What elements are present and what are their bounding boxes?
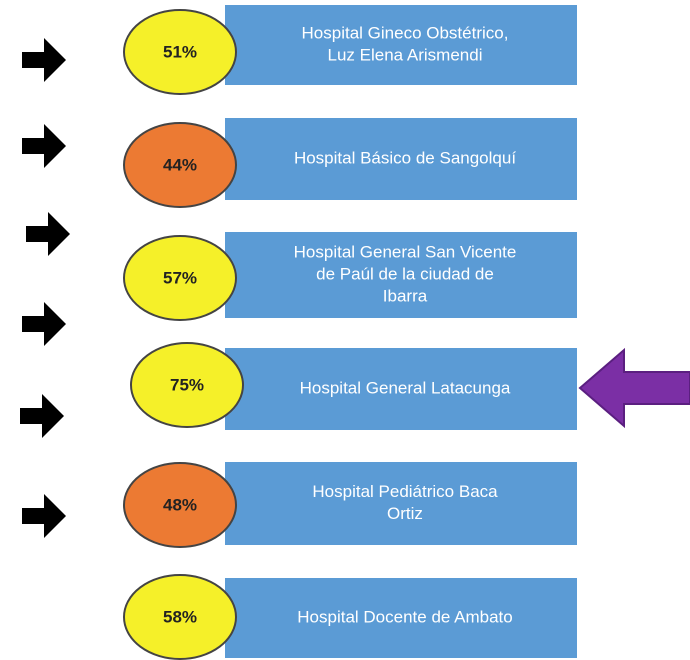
highlight-arrow bbox=[578, 347, 690, 429]
label-box bbox=[225, 348, 577, 430]
percent-circle bbox=[130, 342, 244, 428]
item: 48% Hospital Pediátrico Baca Ortiz bbox=[123, 462, 577, 548]
item: 57% Hospital General San Vicente de Paúl d… bbox=[123, 232, 577, 321]
arrow bbox=[22, 124, 66, 168]
percent: 75% bbox=[170, 375, 204, 394]
percent: 58% bbox=[163, 607, 197, 626]
arrow bbox=[20, 394, 64, 438]
label-box bbox=[225, 462, 577, 545]
arrow bbox=[22, 302, 66, 346]
percent-circle bbox=[123, 574, 237, 660]
percent: 51% bbox=[163, 42, 197, 61]
label-box bbox=[225, 232, 577, 318]
label: de Paúl de la ciudad de bbox=[316, 264, 494, 283]
arrow bbox=[22, 38, 66, 82]
arrow bbox=[26, 212, 70, 256]
label: Hospital Gineco Obstétrico, bbox=[302, 23, 509, 42]
item: 58% Hospital Docente de Ambato bbox=[123, 574, 577, 660]
label: Hospital General San Vicente bbox=[294, 242, 517, 261]
percent-circle bbox=[123, 235, 237, 321]
label: Luz Elena Arismendi bbox=[328, 45, 483, 64]
label: Hospital Pediátrico Baca bbox=[312, 482, 498, 501]
label-box bbox=[225, 118, 577, 200]
label: Hospital Básico de Sangolquí bbox=[294, 148, 516, 167]
label: Hospital General Latacunga bbox=[300, 378, 511, 397]
percent-circle bbox=[123, 122, 237, 208]
label: Ibarra bbox=[383, 286, 428, 305]
item: 51% Hospital Gineco Obstétrico, Luz Elena … bbox=[123, 5, 577, 95]
percent: 48% bbox=[163, 495, 197, 514]
label-box bbox=[225, 578, 577, 658]
left-arrows bbox=[20, 38, 70, 538]
percent: 57% bbox=[163, 268, 197, 287]
percent-circle bbox=[123, 462, 237, 548]
percent-circle bbox=[123, 9, 237, 95]
label: Ortiz bbox=[387, 504, 423, 523]
item: 44% Hospital Básico de Sangolquí bbox=[123, 118, 577, 208]
percent: 44% bbox=[163, 155, 197, 174]
label-box bbox=[225, 5, 577, 85]
arrow bbox=[22, 494, 66, 538]
item: 75% Hospital General Latacunga bbox=[130, 342, 577, 430]
label: Hospital Docente de Ambato bbox=[297, 607, 512, 626]
